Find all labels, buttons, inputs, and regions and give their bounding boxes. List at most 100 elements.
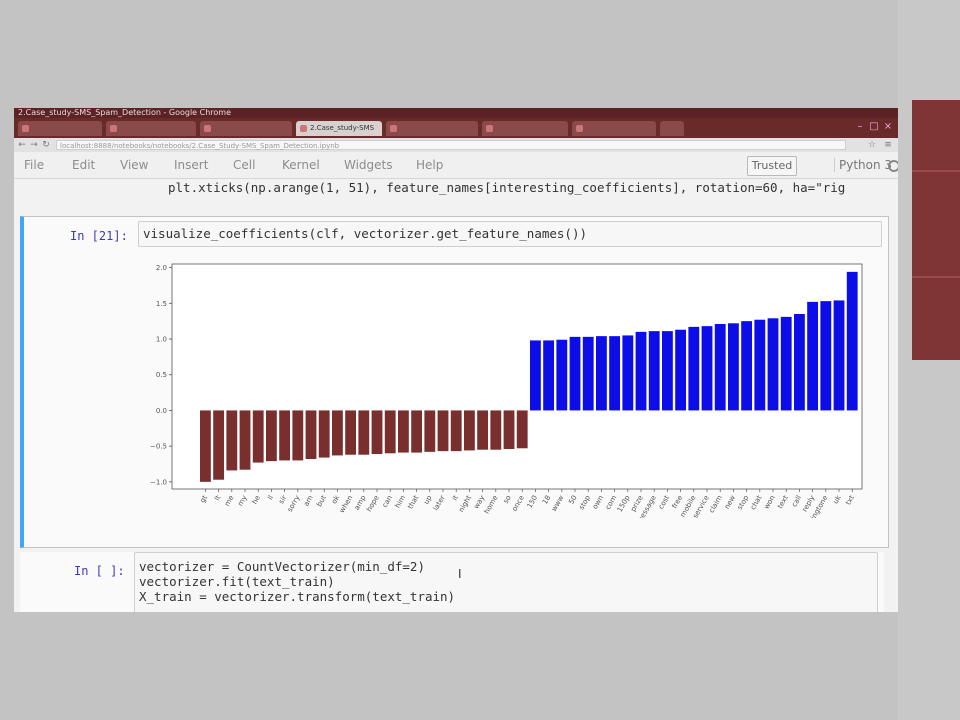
bar-mobile: [688, 326, 700, 411]
back-icon[interactable]: ←: [18, 140, 26, 150]
browser-tab[interactable]: [106, 121, 196, 136]
url-field[interactable]: localhost:8888/notebooks/notebooks/2.Cas…: [56, 140, 846, 150]
bar-www: [556, 339, 568, 411]
menu-file[interactable]: File: [24, 158, 45, 172]
tab-favicon-icon: [300, 125, 307, 132]
bar-up: [424, 410, 436, 452]
x-tick-label: him: [394, 494, 408, 510]
window-title: 2.Case_study-SMS_Spam_Detection - Google…: [14, 108, 898, 118]
browser-tab[interactable]: [572, 121, 656, 136]
menu-view[interactable]: View: [120, 158, 149, 172]
bar-once: [516, 410, 528, 449]
bar-call: [794, 314, 805, 411]
x-tick-label: am: [302, 494, 315, 508]
menu-insert[interactable]: Insert: [174, 158, 209, 172]
x-tick-label: ok: [330, 493, 342, 505]
bar-stop: [582, 336, 594, 411]
x-tick-label: that: [406, 494, 420, 511]
cell-code: vectorizer = CountVectorizer(min_df=2) ve…: [139, 559, 455, 604]
x-tick-label: own: [591, 494, 605, 511]
notebook-menubar: File Edit View Insert Cell Kernel Widget…: [14, 152, 898, 179]
browser-tab[interactable]: [482, 121, 568, 136]
x-tick-label: 150p: [616, 494, 632, 514]
browser-tab[interactable]: [386, 121, 478, 136]
code-cell-next[interactable]: In [ ]: vectorizer = CountVectorizer(min…: [20, 552, 884, 612]
bar-reply: [807, 301, 819, 411]
x-tick-label: ll: [266, 494, 275, 501]
x-tick-label: chat: [749, 494, 764, 511]
bar-him: [398, 410, 409, 453]
bar-lt: [213, 410, 225, 480]
bar-com: [609, 336, 621, 411]
tab-favicon-icon: [22, 125, 29, 132]
bar-but: [318, 410, 330, 458]
bar-text: [780, 316, 792, 411]
y-tick-label: 1.5: [156, 300, 167, 308]
x-tick-label: once: [511, 494, 526, 513]
bar-uk: [833, 300, 845, 411]
menu-cell[interactable]: Cell: [233, 158, 256, 172]
bar-won: [767, 318, 779, 411]
x-tick-label: 50: [567, 494, 578, 506]
bar-18: [543, 340, 555, 411]
x-tick-label: 150: [526, 494, 540, 510]
menu-icon[interactable]: ≡: [884, 140, 892, 150]
bar-so: [503, 410, 515, 449]
new-tab-button[interactable]: [660, 121, 684, 136]
x-tick-label: www: [550, 494, 566, 513]
forward-icon[interactable]: →: [30, 140, 38, 150]
kernel-name: Python 3: [834, 158, 892, 172]
browser-tab-active[interactable]: 2.Case_study-SMS: [296, 121, 382, 136]
x-tick-label: stop: [577, 494, 592, 512]
bar-sir: [279, 410, 291, 461]
browser-tab[interactable]: [18, 121, 102, 136]
x-tick-label: when: [338, 494, 354, 514]
x-tick-label: but: [315, 494, 328, 508]
minimize-icon[interactable]: –: [857, 121, 863, 132]
x-tick-label: 18: [541, 494, 552, 506]
cell-input[interactable]: vectorizer = CountVectorizer(min_df=2) ve…: [134, 552, 878, 612]
x-tick-label: won: [763, 494, 777, 511]
bar-gt: [200, 410, 211, 482]
tab-favicon-icon: [390, 125, 397, 132]
tab-favicon-icon: [486, 125, 493, 132]
x-tick-label: sir: [277, 494, 288, 505]
code-line: vectorizer = CountVectorizer(min_df=2): [139, 559, 425, 574]
x-tick-label: me: [223, 494, 235, 508]
x-tick-label: my: [236, 494, 248, 507]
bar-night: [464, 410, 475, 451]
browser-tab[interactable]: [200, 121, 292, 136]
menu-edit[interactable]: Edit: [72, 158, 96, 172]
maximize-icon[interactable]: □: [869, 121, 879, 132]
y-tick-label: 0.5: [156, 371, 167, 379]
bar-150: [530, 340, 541, 411]
previous-cell-code-line: plt.xticks(np.arange(1, 51), feature_nam…: [168, 180, 846, 195]
x-tick-label: sorry: [286, 494, 302, 513]
trusted-badge[interactable]: Trusted: [747, 156, 797, 176]
bar-can: [384, 410, 396, 454]
x-tick-label: claim: [708, 494, 724, 514]
menu-widgets[interactable]: Widgets: [344, 158, 393, 172]
bar-amp: [358, 410, 370, 455]
tab-strip: 2.Case_study-SMS – □ ×: [14, 118, 898, 138]
x-tick-label: stop: [736, 494, 751, 512]
kernel-status-icon: [888, 160, 898, 172]
code-line: X_train = vectorizer.transform(text_trai…: [139, 589, 456, 604]
menu-kernel[interactable]: Kernel: [282, 158, 320, 172]
bookmark-star-icon[interactable]: ☆: [867, 140, 877, 150]
bar-own: [596, 336, 607, 411]
cell-code: visualize_coefficients(clf, vectorizer.g…: [143, 226, 588, 241]
y-tick-label: 0.0: [156, 407, 167, 415]
reload-icon[interactable]: ↻: [42, 140, 50, 150]
cell-input[interactable]: visualize_coefficients(clf, vectorizer.g…: [138, 221, 882, 247]
bar-that: [411, 410, 423, 453]
bar-txt: [846, 271, 858, 411]
bar-chat: [754, 319, 766, 411]
menu-help[interactable]: Help: [416, 158, 444, 172]
close-icon[interactable]: ×: [883, 121, 893, 132]
y-tick-label: 2.0: [156, 264, 167, 272]
bar-am: [305, 410, 317, 459]
bar-me: [226, 410, 238, 471]
bar-home: [490, 410, 502, 450]
bar-he: [252, 410, 264, 463]
